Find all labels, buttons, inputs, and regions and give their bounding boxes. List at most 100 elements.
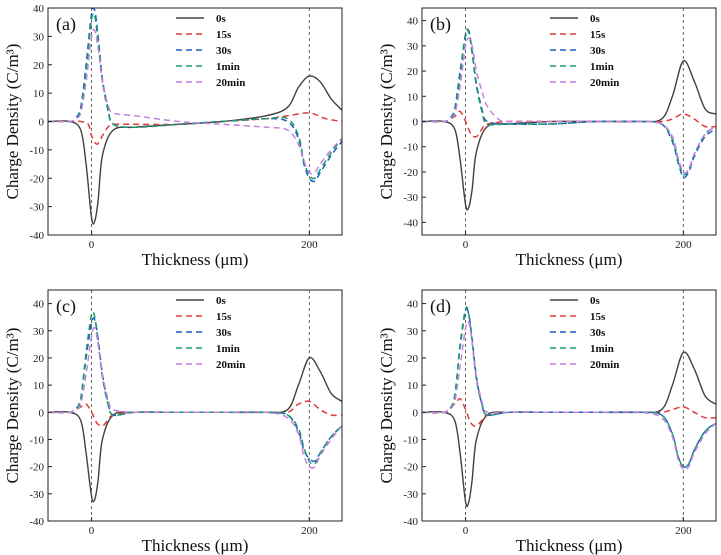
legend-label-20min: 20min [590,359,619,371]
legend-label-30s: 30s [590,327,606,339]
series-line-0s [48,75,342,225]
legend-label-15s: 15s [216,29,232,41]
y-tick-label: -30 [29,202,44,214]
x-tick-label: 200 [301,239,318,251]
y-tick-label: -30 [29,489,44,501]
panel-label: (a) [56,14,76,35]
series-line-20min [422,37,716,174]
x-tick-label: 0 [463,239,469,251]
y-tick-label: -40 [29,516,44,528]
legend-label-20min: 20min [216,77,245,89]
x-axis-title: Thickness (μm) [516,536,623,555]
plot-frame [47,7,343,236]
panel-label: (b) [430,14,451,35]
y-tick-label: 0 [413,117,419,129]
chart-panel-1: -40 -30 -20 -10 0 10 20 30 40 0 200 Thickness (μm) C… [3,3,343,269]
y-tick-label: -40 [403,516,418,528]
chart-panel-2: -40 -30 -20 -10 0 10 20 30 40 0 200 Thickness (μm) C… [377,7,717,269]
chart-panel-4: -40 -30 -20 -10 0 10 20 30 40 0 200 Thickness (μm) C… [377,289,717,555]
series-line-20min [48,28,342,175]
legend-label-1min: 1min [216,61,240,73]
y-tick-label: 10 [33,380,45,392]
legend-label-30s: 30s [216,327,232,339]
y-tick-label: 20 [407,353,419,365]
plot-frame [47,289,343,522]
series-line-20min [422,320,716,471]
y-tick-label: 20 [407,66,419,78]
panel-label: (d) [430,296,451,317]
panel-label: (c) [56,296,76,317]
legend-label-30s: 30s [216,45,232,57]
y-tick-label: -10 [403,142,418,154]
series-line-0s [48,356,342,503]
series-line-30s [48,317,342,463]
x-tick-label: 200 [675,239,692,251]
series-line-15s [422,110,716,138]
y-tick-label: -20 [29,173,44,185]
series-line-20min [48,326,342,469]
y-axis-title: Charge Density (C/m³) [377,44,396,200]
y-tick-label: -10 [29,145,44,157]
y-tick-label: 10 [407,380,419,392]
x-tick-label: 0 [89,239,95,251]
y-tick-label: -10 [29,434,44,446]
legend-label-15s: 15s [216,311,232,323]
y-tick-label: 0 [39,407,45,419]
x-axis-title: Thickness (μm) [516,250,623,269]
y-tick-label: -40 [29,230,44,242]
legend: 0s 15s 30s 1min 20min [176,13,245,89]
legend-label-1min: 1min [216,343,240,355]
x-tick-label: 200 [675,525,692,537]
legend-label-1min: 1min [590,343,614,355]
x-tick-label: 0 [463,525,469,537]
legend-label-1min: 1min [590,61,614,73]
legend-label-30s: 30s [590,45,606,57]
legend-label-20min: 20min [216,359,245,371]
y-tick-label: -20 [403,462,418,474]
y-tick-label: -20 [403,167,418,179]
y-tick-label: -40 [403,217,418,229]
legend-label-0s: 0s [216,295,227,307]
y-tick-label: -30 [403,192,418,204]
legend-label-0s: 0s [216,13,227,25]
y-tick-label: -20 [29,462,44,474]
plot-frame [421,289,717,522]
legend-label-15s: 15s [590,311,606,323]
series-line-0s [422,351,716,508]
series-line-30s [48,8,342,183]
y-tick-label: 40 [407,16,419,28]
y-tick-label: 30 [407,326,419,338]
legend: 0s 15s 30s 1min 20min [550,13,619,89]
y-tick-label: 0 [413,407,419,419]
series-line-15s [48,112,342,145]
y-axis-title: Charge Density (C/m³) [377,328,396,484]
y-tick-label: 30 [33,31,45,43]
y-tick-label: 40 [33,299,45,311]
y-tick-label: 40 [407,299,419,311]
y-tick-label: 30 [33,326,45,338]
y-tick-label: 10 [407,91,419,103]
x-tick-label: 0 [89,525,95,537]
series-line-1min [422,28,716,176]
x-tick-label: 200 [301,525,318,537]
y-tick-label: 40 [33,3,45,15]
legend-label-0s: 0s [590,13,601,25]
legend-label-20min: 20min [590,77,619,89]
y-tick-label: -10 [403,434,418,446]
y-axis-title: Charge Density (C/m³) [3,328,22,484]
y-tick-label: 10 [33,88,45,100]
legend-label-0s: 0s [590,295,601,307]
legend: 0s 15s 30s 1min 20min [550,295,619,371]
y-tick-label: 30 [407,41,419,53]
y-tick-label: 20 [33,353,45,365]
legend: 0s 15s 30s 1min 20min [176,295,245,371]
legend-label-15s: 15s [590,29,606,41]
series-line-1min [48,310,342,466]
series-line-15s [48,400,342,427]
chart-panel-3: -40 -30 -20 -10 0 10 20 30 40 0 200 Thickness (μm) C… [3,289,343,555]
y-axis-title: Charge Density (C/m³) [3,44,22,200]
x-axis-title: Thickness (μm) [142,536,249,555]
series-line-1min [48,12,342,180]
series-line-30s [422,28,716,179]
